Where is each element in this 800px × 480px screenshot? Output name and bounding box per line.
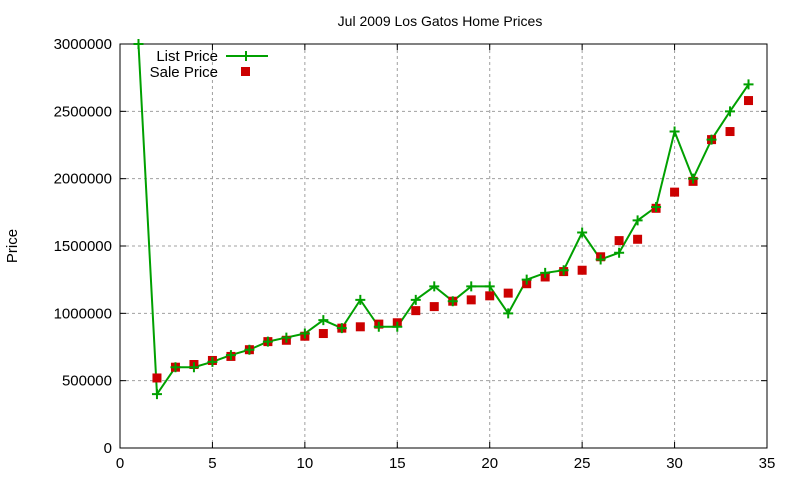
- legend-label-list-price: List Price: [156, 48, 218, 65]
- list-price-point: [410, 294, 421, 305]
- sale-price-point: [744, 96, 754, 106]
- list-price-point: [540, 267, 551, 278]
- sale-price-point: [355, 322, 365, 332]
- grid: [120, 44, 767, 448]
- legend-label-sale-price: Sale Price: [150, 64, 218, 81]
- sale-price-point: [503, 288, 513, 298]
- sale-price-point: [411, 306, 421, 316]
- list-price-point: [725, 106, 736, 117]
- list-price-point: [466, 281, 477, 292]
- list-price-point: [188, 362, 199, 373]
- sale-price-point: [152, 373, 162, 383]
- list-price-point: [632, 215, 643, 226]
- list-price-point: [299, 328, 310, 339]
- x-tick-label: 5: [208, 455, 216, 472]
- list-price-point: [577, 227, 588, 238]
- y-axis-label: Price: [4, 229, 21, 263]
- list-price-point: [281, 332, 292, 343]
- y-tick-label: 2500000: [54, 103, 112, 120]
- list-price-point: [595, 254, 606, 265]
- x-tick-label: 20: [481, 455, 498, 472]
- y-tick-label: 500000: [62, 373, 112, 390]
- legend-marker-list-price: [241, 51, 251, 61]
- x-tick-label: 0: [116, 455, 124, 472]
- list-price-point: [521, 274, 532, 285]
- sale-price-point: [485, 291, 495, 301]
- sale-price-point: [670, 187, 680, 197]
- x-tick-label: 10: [297, 455, 314, 472]
- list-price-point: [318, 315, 329, 326]
- sale-price-point: [725, 127, 735, 137]
- list-price-point: [614, 247, 625, 258]
- list-price-point: [392, 321, 403, 332]
- list-price-point: [743, 79, 754, 90]
- y-tick-label: 3000000: [54, 36, 112, 53]
- list-price-point: [429, 281, 440, 292]
- list-price-point: [170, 362, 181, 373]
- list-price-point: [225, 350, 236, 361]
- sale-price-point: [577, 265, 587, 275]
- list-price-point: [447, 296, 458, 307]
- list-price-point: [706, 134, 717, 145]
- legend-marker-sale-price: [241, 67, 250, 76]
- plot-frame: [119, 43, 768, 449]
- list-price-point: [133, 39, 144, 49]
- list-price-point: [373, 321, 384, 332]
- y-tick-label: 1000000: [54, 305, 112, 322]
- x-tick-label: 25: [574, 455, 591, 472]
- y-tick-label: 1500000: [54, 238, 112, 255]
- list-price-point: [207, 356, 218, 367]
- list-price-point: [503, 308, 514, 319]
- list-price-point: [355, 294, 366, 305]
- list-price-point: [651, 201, 662, 212]
- series-layer: [133, 39, 754, 400]
- list-price-point: [244, 344, 255, 355]
- list-price-point: [688, 173, 699, 184]
- list-price-line: [137, 43, 750, 398]
- list-price-point: [484, 281, 495, 292]
- sale-price-point: [614, 236, 624, 246]
- list-price-point: [262, 336, 273, 347]
- sale-price-point: [633, 234, 643, 244]
- sale-price-point: [429, 302, 439, 312]
- x-tick-label: 30: [666, 455, 683, 472]
- sale-price-point: [318, 329, 328, 339]
- chart-title: Jul 2009 Los Gatos Home Prices: [338, 13, 543, 29]
- legend: List Price Sale Price: [150, 48, 268, 81]
- y-tick-label: 2000000: [54, 171, 112, 188]
- list-price-point: [336, 323, 347, 334]
- x-tick-label: 15: [389, 455, 406, 472]
- ticks: 0 5 10 15 20 25 30 35 0 500000 1000000 1500000 20000…: [54, 36, 776, 472]
- x-tick-label: 35: [759, 455, 776, 472]
- list-price-point: [669, 126, 680, 137]
- y-tick-label: 0: [104, 440, 112, 457]
- list-price-point: [558, 265, 569, 276]
- list-price-point: [151, 389, 162, 400]
- sale-price-point: [466, 295, 476, 305]
